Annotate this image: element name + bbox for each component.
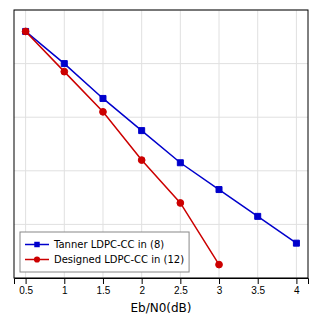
- grid-line-y: [14, 63, 308, 64]
- plot-frame: [14, 10, 308, 278]
- x-tick: 2: [139, 278, 145, 296]
- series-line: [26, 31, 297, 243]
- x-tick: 1.5: [97, 278, 111, 296]
- series-marker: [293, 240, 299, 246]
- x-tick-mark: [103, 278, 104, 284]
- x-tick-mark: [142, 278, 143, 284]
- series-marker: [216, 187, 222, 193]
- x-tick-label: 2: [139, 285, 145, 296]
- grid: [14, 10, 308, 278]
- legend-marker: [34, 256, 40, 262]
- plot: 0.5 1 1.5 2 2.5 3 3.5 4 Tanner LDPC-CC in (8) Des…: [14, 10, 309, 296]
- legend-box: [20, 232, 189, 272]
- x-tick-mark: [64, 278, 65, 284]
- x-tick-label: 0.5: [19, 285, 33, 296]
- chart: 0.5 1 1.5 2 2.5 3 3.5 4 Tanner LDPC-CC in (8) Des…: [0, 0, 320, 320]
- x-tick-label: 4: [294, 285, 300, 296]
- x-tick-mark: [296, 278, 297, 284]
- x-axis-line: [15, 279, 309, 285]
- x-tick-label: 3.5: [251, 285, 265, 296]
- grid-line-y: [14, 224, 308, 225]
- x-tick-mark: [258, 278, 259, 284]
- grid-line-x: [257, 10, 258, 278]
- legend-label: Tanner LDPC-CC in (8): [53, 239, 164, 250]
- x-tick-label: 1.5: [97, 285, 111, 296]
- series-marker: [216, 261, 223, 268]
- series-marker: [23, 28, 29, 34]
- grid-line-y: [14, 117, 308, 118]
- grid-line-x: [219, 10, 220, 278]
- legend-item: Tanner LDPC-CC in (8): [25, 239, 164, 250]
- series-marker: [22, 28, 29, 35]
- legend-label: Designed LDPC-CC in (12): [54, 254, 184, 265]
- series-marker: [177, 200, 184, 207]
- x-tick-label: 1: [62, 285, 68, 296]
- series-marker: [61, 68, 68, 75]
- series-line: [26, 31, 219, 264]
- series-marker: [177, 160, 183, 166]
- x-tick: 1: [62, 278, 68, 296]
- series-marker: [61, 61, 67, 67]
- x-tick: 2.5: [174, 278, 188, 296]
- grid-line-x: [296, 10, 297, 278]
- series-marker: [138, 157, 145, 164]
- x-tick: 3.5: [251, 278, 265, 296]
- x-tick: 3: [217, 278, 223, 296]
- legend: Tanner LDPC-CC in (8) Designed LDPC-CC in…: [20, 232, 189, 272]
- series-marker: [100, 108, 107, 115]
- x-tick-mark: [219, 278, 220, 284]
- x-tick-mark: [26, 278, 27, 284]
- x-tick-label: 3: [217, 285, 223, 296]
- legend-marker: [34, 242, 39, 247]
- series-marker: [255, 213, 261, 219]
- x-tick: 0.5: [19, 278, 33, 296]
- x-label: Eb/N0(dB): [130, 301, 191, 315]
- grid-line-y: [14, 170, 308, 171]
- legend-item: Designed LDPC-CC in (12): [25, 254, 184, 265]
- x-tick-mark: [180, 278, 181, 284]
- series-marker: [139, 128, 145, 134]
- x-tick: 4: [294, 278, 300, 296]
- x-axis: 0.5 1 1.5 2 2.5 3 3.5 4: [15, 278, 309, 296]
- series-marker: [100, 95, 106, 101]
- x-tick-label: 2.5: [174, 285, 188, 296]
